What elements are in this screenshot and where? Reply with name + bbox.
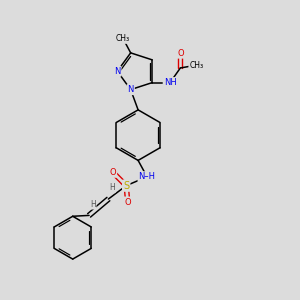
Text: O: O	[110, 168, 116, 177]
Text: H: H	[90, 200, 95, 208]
Text: N: N	[114, 67, 121, 76]
Text: O: O	[124, 197, 131, 206]
Text: NH: NH	[164, 78, 176, 87]
Text: N–H: N–H	[139, 172, 155, 181]
Text: H: H	[109, 183, 115, 192]
Text: O: O	[177, 49, 184, 58]
Text: S: S	[123, 181, 129, 191]
Text: CH₃: CH₃	[116, 34, 130, 43]
Text: CH₃: CH₃	[189, 61, 203, 70]
Text: N: N	[128, 85, 134, 94]
